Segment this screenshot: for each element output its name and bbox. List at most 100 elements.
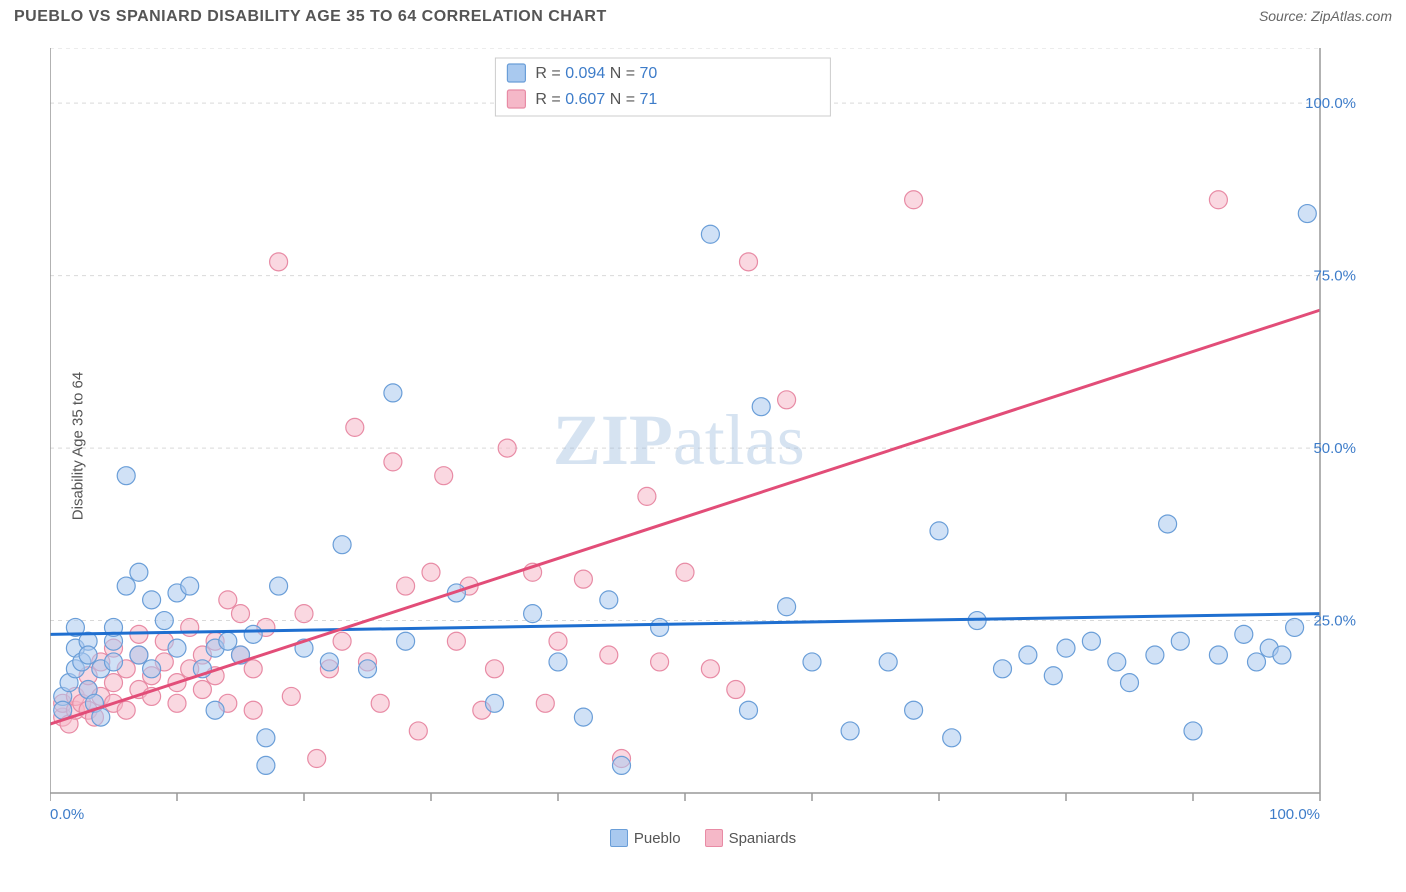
data-point [219,632,237,650]
data-point [879,653,897,671]
source-label: Source: ZipAtlas.com [1259,8,1392,24]
stats-row: R = 0.094 N = 70 [535,65,657,82]
data-point [905,191,923,209]
data-point [409,722,427,740]
data-point [1248,653,1266,671]
legend-item: Spaniards [705,829,797,847]
data-point [384,453,402,471]
data-point [638,487,656,505]
data-point [270,253,288,271]
data-point [574,708,592,726]
data-point [1171,632,1189,650]
legend-label: Spaniards [729,830,797,847]
data-point [1019,646,1037,664]
data-point [130,646,148,664]
data-point [486,694,504,712]
y-tick-label: 100.0% [1305,95,1356,112]
chart-title: PUEBLO VS SPANIARD DISABILITY AGE 35 TO … [14,8,607,25]
data-point [168,639,186,657]
data-point [181,618,199,636]
data-point [1057,639,1075,657]
data-point [79,646,97,664]
y-tick-label: 25.0% [1313,613,1356,630]
x-tick-label: 0.0% [50,806,84,823]
data-point [435,467,453,485]
data-point [994,660,1012,678]
data-point [244,701,262,719]
data-point [841,722,859,740]
data-point [384,384,402,402]
data-point [1273,646,1291,664]
data-point [549,653,567,671]
data-point [1121,674,1139,692]
data-point [803,653,821,671]
x-tick-label: 100.0% [1269,806,1320,823]
data-point [524,605,542,623]
scatter-chart: ZIPatlas0.0%100.0%25.0%50.0%75.0%100.0%R… [50,48,1360,833]
data-point [1146,646,1164,664]
data-point [1184,722,1202,740]
data-point [232,605,250,623]
data-point [117,701,135,719]
data-point [143,591,161,609]
data-point [943,729,961,747]
data-point [536,694,554,712]
data-point [651,618,669,636]
data-point [359,660,377,678]
data-point [613,756,631,774]
legend-label: Pueblo [634,830,681,847]
data-point [1298,205,1316,223]
data-point [105,674,123,692]
data-point [701,225,719,243]
data-point [168,694,186,712]
data-point [295,605,313,623]
data-point [778,598,796,616]
chart-area: ZIPatlas0.0%100.0%25.0%50.0%75.0%100.0%R… [50,48,1360,833]
data-point [498,439,516,457]
data-point [143,660,161,678]
data-point [930,522,948,540]
data-point [1209,646,1227,664]
data-point [244,660,262,678]
data-point [244,625,262,643]
data-point [727,681,745,699]
data-point [371,694,389,712]
data-point [346,418,364,436]
data-point [740,701,758,719]
data-point [600,591,618,609]
data-point [130,563,148,581]
data-point [333,632,351,650]
legend-item: Pueblo [610,829,681,847]
legend-swatch [610,829,628,847]
stats-row: R = 0.607 N = 71 [535,91,657,108]
data-point [308,750,326,768]
data-point [397,632,415,650]
data-point [447,632,465,650]
data-point [600,646,618,664]
data-point [320,653,338,671]
legend-swatch [705,829,723,847]
data-point [1082,632,1100,650]
data-point [282,687,300,705]
data-point [701,660,719,678]
data-point [1159,515,1177,533]
legend-footer: Pueblo Spaniards [0,829,1406,852]
data-point [676,563,694,581]
data-point [181,577,199,595]
data-point [257,729,275,747]
data-point [1235,625,1253,643]
data-point [651,653,669,671]
y-tick-label: 75.0% [1313,268,1356,285]
data-point [397,577,415,595]
data-point [1108,653,1126,671]
data-point [1044,667,1062,685]
data-point [257,756,275,774]
y-tick-label: 50.0% [1313,440,1356,457]
data-point [206,701,224,719]
data-point [333,536,351,554]
data-point [1286,618,1304,636]
data-point [422,563,440,581]
stats-swatch [507,90,525,108]
data-point [193,681,211,699]
data-point [270,577,288,595]
